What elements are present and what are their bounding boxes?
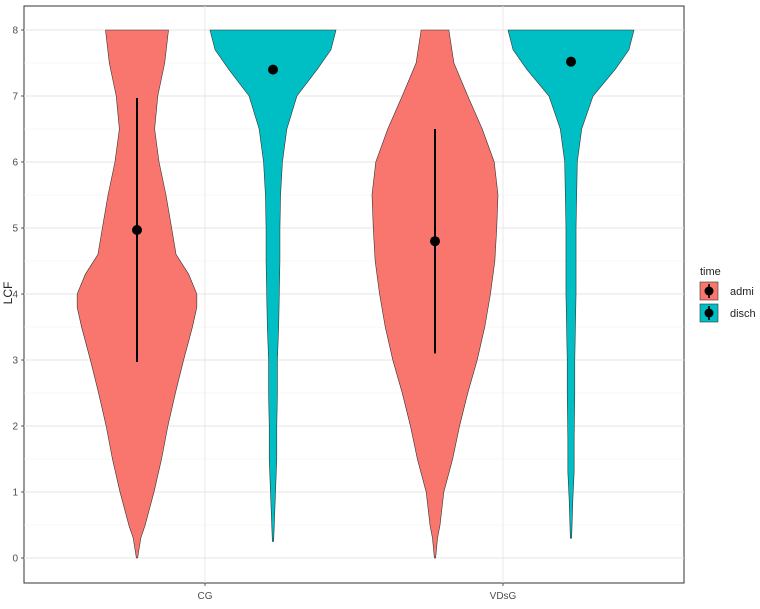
violin-disch-CG — [209, 29, 337, 542]
mean-point-admi-CG — [132, 224, 142, 235]
legend-label-admi: admi — [730, 286, 754, 298]
y-axis-title: LCF — [1, 282, 15, 305]
legend: time admi disch — [699, 266, 756, 323]
mean-point-disch-CG — [268, 64, 278, 75]
violin-disch-VDsG — [507, 29, 635, 539]
violins — [76, 29, 635, 559]
y-tick-label: 6 — [12, 158, 18, 169]
y-tick-label: 2 — [12, 422, 18, 433]
legend-title: time — [700, 266, 721, 278]
mean-point-disch-VDsG — [566, 56, 576, 67]
x-tick-label: VDsG — [490, 591, 517, 602]
mean-point-admi-VDsG — [430, 236, 440, 247]
legend-key-point — [704, 286, 714, 296]
y-tick-label: 8 — [12, 26, 18, 37]
y-tick-label: 0 — [12, 554, 18, 565]
y-tick-label: 4 — [12, 290, 18, 301]
legend-key-point — [704, 308, 714, 318]
y-tick-label: 7 — [12, 92, 18, 103]
legend-label-disch: disch — [730, 308, 756, 320]
y-tick-label: 5 — [12, 224, 18, 235]
y-tick-label: 1 — [12, 488, 18, 499]
y-tick-label: 3 — [12, 356, 18, 367]
x-axis: CG VDsG — [198, 583, 517, 602]
x-tick-label: CG — [198, 591, 213, 602]
y-axis: 0 1 2 3 4 5 6 7 8 — [12, 26, 24, 565]
